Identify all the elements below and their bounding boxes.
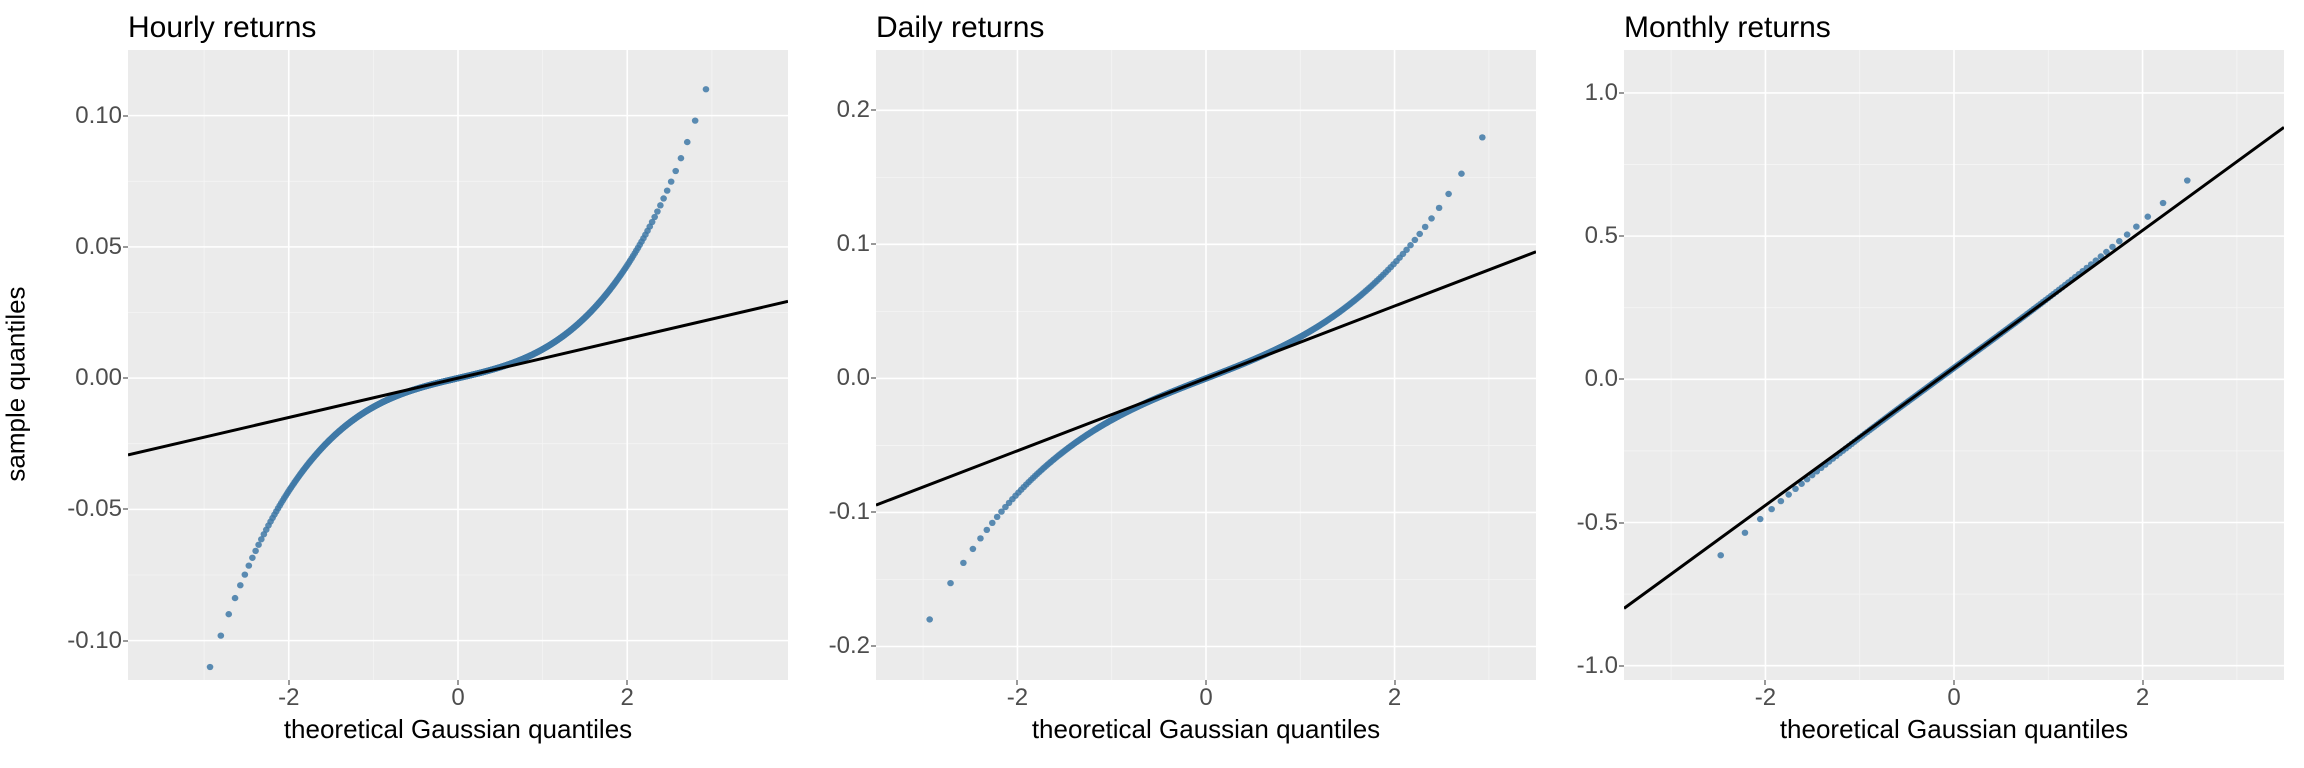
y-tick-labels: -0.2 -0.1 0.0 0.1 0.2 [818, 50, 876, 680]
y-tick-label: 0.05 [75, 233, 122, 261]
plot-row: -0.10 -0.05 0.00 0.05 0.10 [70, 50, 788, 680]
plot-row: -1.0 -0.5 0.0 0.5 1.0 [1566, 50, 2284, 680]
x-tick-mark [1765, 680, 1766, 685]
y-tick-label: -1.0 [1577, 652, 1618, 680]
y-tick-labels: -0.10 -0.05 0.00 0.05 0.10 [70, 50, 128, 680]
y-tick-label: -0.5 [1577, 509, 1618, 537]
x-tick-label: 2 [621, 684, 634, 712]
panel-title: Daily returns [876, 10, 1536, 46]
x-tick-mark [1394, 680, 1395, 685]
x-tick-mark [627, 680, 628, 685]
x-axis-title: theoretical Gaussian quantiles [1624, 714, 2284, 748]
y-tick-label: 0.0 [1585, 365, 1618, 393]
y-tick-label: -0.1 [829, 498, 870, 526]
x-tick-labels: -2 0 2 [876, 680, 1536, 714]
x-tick-label: 0 [1199, 684, 1212, 712]
x-tick-mark [458, 680, 459, 685]
plot-area [128, 50, 788, 680]
y-tick-label: 1.0 [1585, 79, 1618, 107]
y-tick-label: 0.1 [837, 230, 870, 258]
qq-plots-figure: sample quantiles Hourly returns-0.10-0.0… [0, 0, 2304, 768]
x-tick-labels: -2 0 2 [128, 680, 788, 714]
qq-svg [876, 50, 1536, 680]
panel-title: Monthly returns [1624, 10, 2284, 46]
x-tick-label: -2 [278, 684, 299, 712]
qq-panel: Daily returns -0.2 -0.1 0.0 0.1 0.2 -2 0 2theore… [818, 10, 1536, 748]
x-tick-labels: -2 0 2 [1624, 680, 2284, 714]
x-tick-label: 2 [2136, 684, 2149, 712]
y-tick-label: 0.2 [837, 96, 870, 124]
plot-row: -0.2 -0.1 0.0 0.1 0.2 [818, 50, 1536, 680]
panels-container: Hourly returns-0.10-0.050.000.050.10-202… [70, 10, 2284, 748]
qq-svg [1624, 50, 2284, 680]
y-tick-label: -0.10 [67, 627, 122, 655]
y-axis-title: sample quantiles [1, 286, 32, 481]
x-tick-label: -2 [1007, 684, 1028, 712]
qq-panel: Monthly returns -1.0 -0.5 0.0 0.5 1.0 -2 0 2theo… [1566, 10, 2284, 748]
x-tick-label: 2 [1388, 684, 1401, 712]
qq-svg [128, 50, 788, 680]
x-tick-mark [1017, 680, 1018, 685]
y-tick-label: 0.10 [75, 102, 122, 130]
x-axis-title: theoretical Gaussian quantiles [128, 714, 788, 748]
x-tick-mark [2142, 680, 2143, 685]
x-tick-mark [1206, 680, 1207, 685]
qq-panel: Hourly returns -0.10 -0.05 0.00 0.05 0.10 -2 0 2… [70, 10, 788, 748]
y-tick-label: 0.5 [1585, 222, 1618, 250]
y-tick-labels: -1.0 -0.5 0.0 0.5 1.0 [1566, 50, 1624, 680]
x-tick-label: -2 [1755, 684, 1776, 712]
y-tick-label: 0.00 [75, 364, 122, 392]
y-tick-label: -0.05 [67, 495, 122, 523]
y-tick-label: 0.0 [837, 364, 870, 392]
x-tick-mark [288, 680, 289, 685]
y-tick-label: -0.2 [829, 632, 870, 660]
x-tick-label: 0 [451, 684, 464, 712]
panel-title: Hourly returns [128, 10, 788, 46]
x-axis-title: theoretical Gaussian quantiles [876, 714, 1536, 748]
plot-area [1624, 50, 2284, 680]
x-tick-label: 0 [1947, 684, 1960, 712]
plot-area [876, 50, 1536, 680]
x-tick-mark [1954, 680, 1955, 685]
